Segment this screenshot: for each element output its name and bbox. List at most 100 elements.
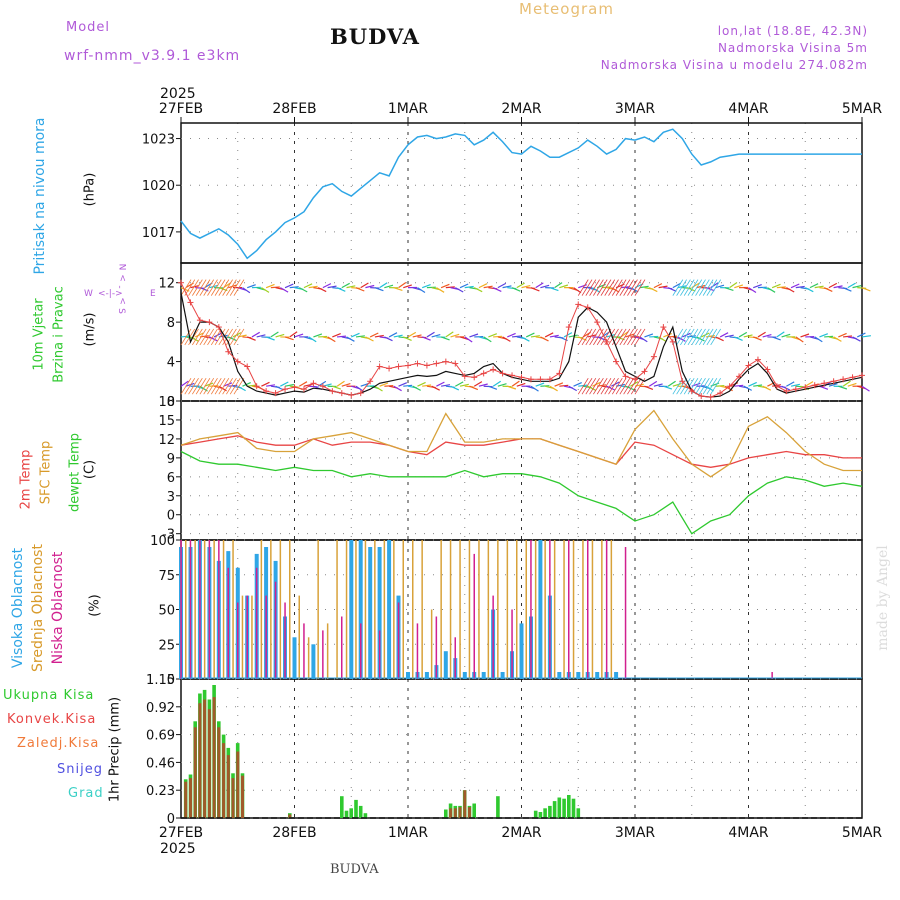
wind-barb bbox=[393, 334, 403, 338]
wind-hatch bbox=[702, 328, 714, 346]
wind-hatch bbox=[676, 328, 687, 346]
y-tick-label: 18 bbox=[158, 395, 175, 410]
sfc-temp-line bbox=[180, 409, 862, 478]
precip-total-bar bbox=[567, 795, 571, 818]
precip-panel bbox=[181, 685, 862, 819]
wind-barb bbox=[842, 380, 851, 387]
wind-hatch bbox=[577, 279, 589, 296]
cloud-mid-bar bbox=[317, 540, 319, 679]
wind-barb bbox=[450, 385, 460, 391]
precip-total-bar bbox=[444, 809, 448, 818]
cloud-low-bar bbox=[227, 567, 229, 679]
wind-barb bbox=[488, 333, 498, 338]
wind-hatch bbox=[214, 378, 226, 395]
cloud-high-bar bbox=[406, 672, 410, 679]
cloud-mid-bar bbox=[402, 540, 404, 679]
wind-barb bbox=[497, 383, 507, 387]
wind-barb bbox=[284, 383, 295, 387]
precip-total-bar bbox=[472, 803, 476, 818]
cloud-low-bar bbox=[284, 602, 286, 679]
page-title: BUDVA bbox=[330, 24, 420, 49]
wind-hatch bbox=[199, 328, 211, 346]
wind-barb bbox=[251, 331, 261, 338]
wind-barb bbox=[384, 385, 394, 387]
cloud-mid-bar bbox=[222, 540, 225, 679]
wind-barb bbox=[209, 385, 219, 387]
y-tick-label: -3 bbox=[162, 528, 175, 543]
wind-barb bbox=[237, 385, 246, 392]
wind-hatch bbox=[683, 328, 695, 346]
wind-barb bbox=[762, 334, 772, 338]
wind-barb bbox=[190, 285, 200, 289]
cloud-high-bar bbox=[576, 672, 581, 679]
precip-total-bar bbox=[576, 808, 581, 818]
cloud-mid-bar bbox=[194, 540, 196, 679]
y-tick-label: 0.23 bbox=[146, 784, 175, 799]
compass-horizontal: <-|-> bbox=[98, 289, 123, 299]
wind-hatch bbox=[627, 279, 638, 296]
wind-barb bbox=[322, 283, 332, 289]
wind-barb bbox=[639, 336, 648, 343]
wind-hatch bbox=[691, 328, 703, 346]
wind-barb bbox=[336, 287, 346, 292]
wind-barb bbox=[530, 287, 540, 292]
model-name: wrf-nmm_v3.9.1 e3km bbox=[64, 48, 241, 64]
wind-barb bbox=[644, 333, 654, 338]
wind-hatch bbox=[214, 279, 226, 296]
wind-barb bbox=[648, 287, 658, 293]
precip-total-bar bbox=[496, 796, 500, 818]
cloud-mid-bar bbox=[563, 540, 565, 679]
wind-barb bbox=[455, 381, 464, 387]
cloud-low-bar bbox=[568, 540, 570, 679]
wind-barb bbox=[355, 287, 365, 292]
wind-barb bbox=[355, 385, 364, 392]
y-tick-label: 100 bbox=[150, 534, 175, 549]
precip-total-bar bbox=[557, 797, 562, 818]
wind-barb bbox=[507, 385, 517, 390]
y-tick-label: 50 bbox=[158, 604, 175, 619]
precip-conv-bar bbox=[288, 814, 292, 818]
cloud-mid-bar bbox=[525, 540, 527, 679]
wind-barb bbox=[270, 286, 280, 289]
temperature-panel bbox=[180, 409, 863, 535]
wind-barb bbox=[436, 381, 445, 387]
wind-hatch bbox=[600, 279, 612, 296]
wind-hatch bbox=[619, 378, 631, 395]
wind-barb bbox=[298, 381, 308, 387]
wind-hatch bbox=[706, 279, 718, 296]
cloud-low-bar bbox=[605, 540, 608, 679]
wind-barb bbox=[516, 282, 525, 289]
wind-hatch bbox=[695, 328, 706, 346]
y-tick-label: 0.92 bbox=[146, 701, 175, 716]
wind-hatch bbox=[634, 328, 646, 346]
wind-hatch bbox=[687, 279, 699, 296]
wind-barb bbox=[412, 385, 421, 391]
wind-hatch bbox=[218, 328, 230, 346]
wind-barb bbox=[814, 285, 824, 289]
wind-hatch bbox=[589, 378, 600, 395]
wind-barb bbox=[549, 385, 558, 392]
wind-hatch bbox=[585, 328, 597, 346]
wind-barb bbox=[578, 384, 588, 387]
wind-barb bbox=[592, 381, 601, 387]
wind-barb bbox=[185, 382, 195, 387]
wind-hatch bbox=[226, 279, 237, 296]
wind-hatch bbox=[608, 279, 619, 296]
wind-hatch bbox=[222, 279, 233, 296]
wind-hatch bbox=[180, 378, 192, 395]
wind-hatch bbox=[691, 279, 703, 296]
wind-barb bbox=[459, 283, 469, 289]
precip-total-bar bbox=[543, 808, 547, 818]
wind-hatch bbox=[210, 279, 222, 296]
wind-barb bbox=[587, 334, 597, 338]
top-time-label: 1MAR bbox=[388, 101, 429, 117]
top-time-label: 27FEB bbox=[159, 101, 203, 117]
wind-barb bbox=[403, 384, 413, 387]
wind-hatch bbox=[218, 279, 230, 296]
wind-barb bbox=[790, 383, 801, 387]
cloud-mid-bar bbox=[345, 540, 348, 679]
wind-barb bbox=[833, 336, 842, 342]
wind-barb bbox=[653, 283, 663, 289]
wind-hatch bbox=[630, 279, 642, 296]
cloud-low-bar bbox=[416, 623, 419, 679]
